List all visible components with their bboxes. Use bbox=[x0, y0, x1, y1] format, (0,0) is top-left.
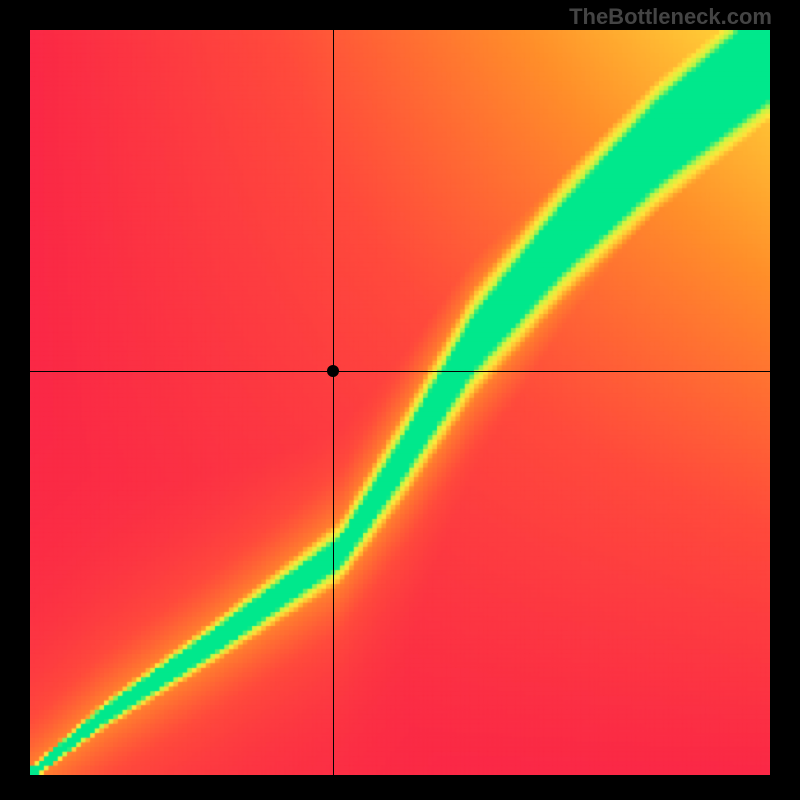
crosshair-vertical bbox=[333, 30, 334, 775]
watermark-text: TheBottleneck.com bbox=[569, 4, 772, 30]
crosshair-horizontal bbox=[30, 371, 770, 372]
heatmap-plot bbox=[30, 30, 770, 775]
